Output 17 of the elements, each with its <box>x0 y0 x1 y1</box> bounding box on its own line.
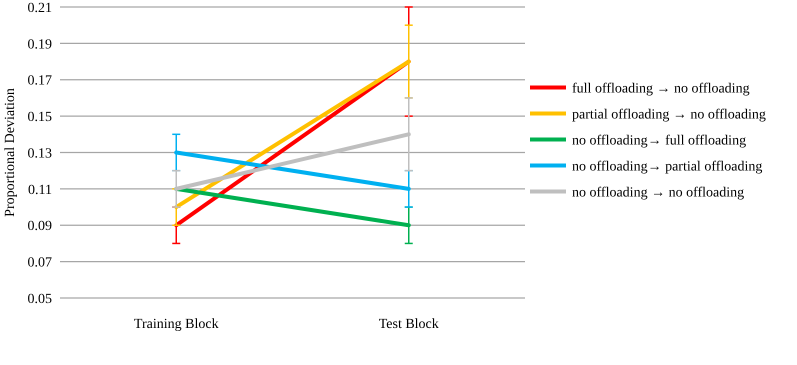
y-tick-label: 0.05 <box>28 292 52 307</box>
y-axis-title: Proportional Deviation <box>3 88 18 217</box>
legend-label: no offloading→ full offloading <box>572 133 746 148</box>
x-tick-label: Test Block <box>378 317 439 332</box>
y-tick-label: 0.11 <box>28 182 52 198</box>
legend-label: partial offloading → no offloading <box>572 107 766 122</box>
y-tick-label: 0.07 <box>28 256 52 271</box>
y-tick-label: 0.17 <box>28 74 52 89</box>
legend-label: no offloading → no offloading <box>572 185 744 200</box>
y-tick-label: 0.13 <box>28 146 52 162</box>
legend-label: no offloading→ partial offloading <box>572 159 762 174</box>
x-tick-label: Training Block <box>134 317 219 332</box>
legend-label: full offloading → no offloading <box>572 81 750 96</box>
y-tick-label: 0.09 <box>28 219 52 234</box>
y-tick-label: 0.19 <box>28 37 52 52</box>
y-tick-label: 0.15 <box>28 110 52 126</box>
y-tick-label: 0.21 <box>28 0 52 16</box>
